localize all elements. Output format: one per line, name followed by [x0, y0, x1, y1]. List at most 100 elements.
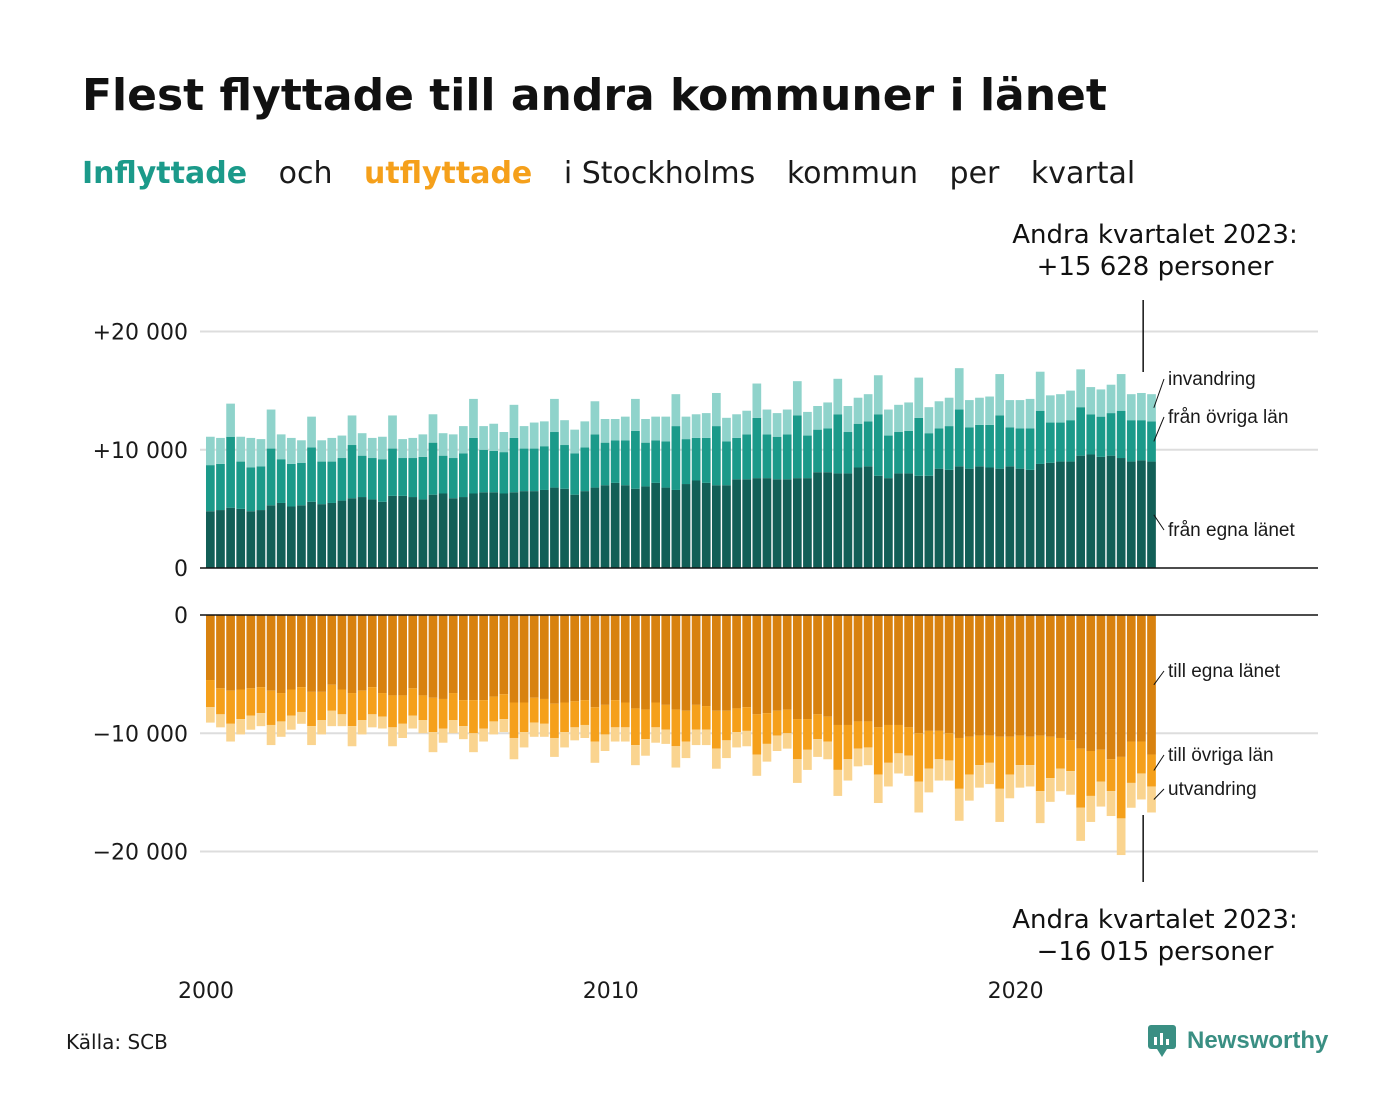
bar-out-2 — [1147, 786, 1156, 813]
bar-out-1 — [307, 691, 316, 727]
bar-in-0 — [722, 485, 731, 568]
bar-in-2 — [570, 429, 580, 454]
bar-out-0 — [448, 615, 458, 694]
bar-in-1 — [570, 453, 580, 495]
bar-in-1 — [954, 409, 964, 467]
bar-in-0 — [792, 478, 802, 568]
bar-out-1 — [469, 700, 478, 734]
bar-in-0 — [367, 499, 377, 568]
bar-out-2 — [418, 720, 428, 734]
bar-in-2 — [216, 437, 225, 464]
bar-out-2 — [671, 746, 681, 768]
bar-out-1 — [590, 707, 600, 742]
bar-in-0 — [873, 475, 883, 568]
bar-out-1 — [712, 710, 721, 749]
bar-out-2 — [1015, 765, 1025, 788]
bar-out-2 — [489, 721, 499, 735]
bar-in-0 — [529, 491, 539, 568]
bar-in-2 — [1086, 387, 1096, 415]
segment-leader-bottom — [1153, 754, 1165, 771]
bar-out-1 — [985, 735, 994, 763]
bar-in-0 — [701, 482, 711, 568]
bar-out-1 — [681, 710, 691, 742]
bar-in-1 — [1076, 407, 1086, 456]
bar-out-2 — [792, 759, 802, 783]
bar-in-1 — [499, 452, 509, 494]
bar-in-0 — [641, 486, 650, 568]
bar-out-2 — [216, 714, 225, 728]
bar-out-0 — [327, 615, 337, 685]
bar-in-1 — [772, 436, 782, 480]
bar-out-1 — [378, 693, 387, 717]
bars — [206, 368, 1156, 856]
bar-out-0 — [661, 615, 671, 705]
bar-out-1 — [843, 724, 853, 760]
bar-out-2 — [1116, 818, 1126, 856]
bar-out-2 — [337, 714, 347, 727]
bar-in-0 — [1005, 466, 1015, 568]
bar-out-1 — [347, 693, 357, 727]
bar-in-1 — [995, 415, 1005, 469]
bar-in-1 — [600, 442, 610, 486]
annotation-top-line2: +15 628 personer — [1037, 252, 1274, 282]
bar-out-0 — [539, 615, 549, 699]
bar-out-1 — [904, 727, 913, 756]
bar-in-2 — [792, 381, 802, 416]
bar-in-2 — [1045, 395, 1055, 423]
bar-in-0 — [712, 485, 721, 568]
bar-in-0 — [944, 469, 954, 568]
bar-out-0 — [752, 615, 762, 715]
bar-out-0 — [631, 615, 640, 709]
bar-out-1 — [570, 701, 580, 728]
bar-in-1 — [378, 459, 387, 502]
subtitle-rest-1: i Stockholms — [563, 156, 756, 191]
bar-in-0 — [762, 478, 772, 568]
bar-out-0 — [843, 615, 853, 725]
bar-in-2 — [509, 404, 519, 438]
bar-in-1 — [843, 432, 853, 474]
bar-out-1 — [327, 684, 337, 711]
bar-out-0 — [206, 615, 215, 681]
bar-out-1 — [803, 719, 812, 750]
bar-out-1 — [286, 689, 296, 716]
bar-in-0 — [509, 492, 519, 568]
bar-out-0 — [873, 615, 883, 728]
bar-in-1 — [641, 442, 650, 487]
bar-in-1 — [206, 465, 215, 512]
segment-label-bottom: utvandring — [1168, 779, 1257, 800]
bar-out-0 — [378, 615, 387, 694]
annotation-top-line1: Andra kvartalet 2023: — [1012, 220, 1297, 250]
bar-out-0 — [833, 615, 843, 725]
bar-in-0 — [1147, 461, 1156, 568]
bar-in-1 — [226, 436, 235, 508]
bar-in-1 — [469, 437, 478, 494]
bar-in-1 — [610, 440, 620, 483]
bar-in-0 — [924, 475, 934, 568]
bar-out-0 — [479, 615, 488, 701]
bar-out-1 — [1106, 759, 1116, 792]
bar-out-0 — [813, 615, 822, 715]
bar-in-0 — [1096, 456, 1106, 568]
bar-in-1 — [317, 461, 327, 505]
bar-out-2 — [762, 743, 772, 762]
bar-in-0 — [600, 485, 610, 568]
bar-in-2 — [681, 416, 691, 440]
bar-out-1 — [884, 724, 893, 763]
bar-in-2 — [1005, 400, 1015, 428]
bar-out-0 — [459, 615, 468, 701]
bar-out-2 — [823, 741, 833, 760]
bar-out-2 — [428, 732, 438, 753]
bar-in-1 — [863, 421, 873, 467]
bar-out-2 — [550, 737, 559, 757]
bar-in-1 — [1116, 410, 1126, 459]
bar-in-1 — [1025, 428, 1035, 470]
bar-in-0 — [965, 468, 974, 568]
y-tick-label-top: +20 000 — [93, 321, 188, 346]
bar-in-1 — [1035, 410, 1045, 464]
bar-out-0 — [1126, 615, 1136, 742]
bar-out-0 — [975, 615, 984, 736]
bar-out-0 — [519, 615, 529, 703]
bar-out-2 — [479, 728, 488, 742]
bar-out-1 — [539, 698, 549, 724]
bar-out-0 — [651, 615, 660, 703]
